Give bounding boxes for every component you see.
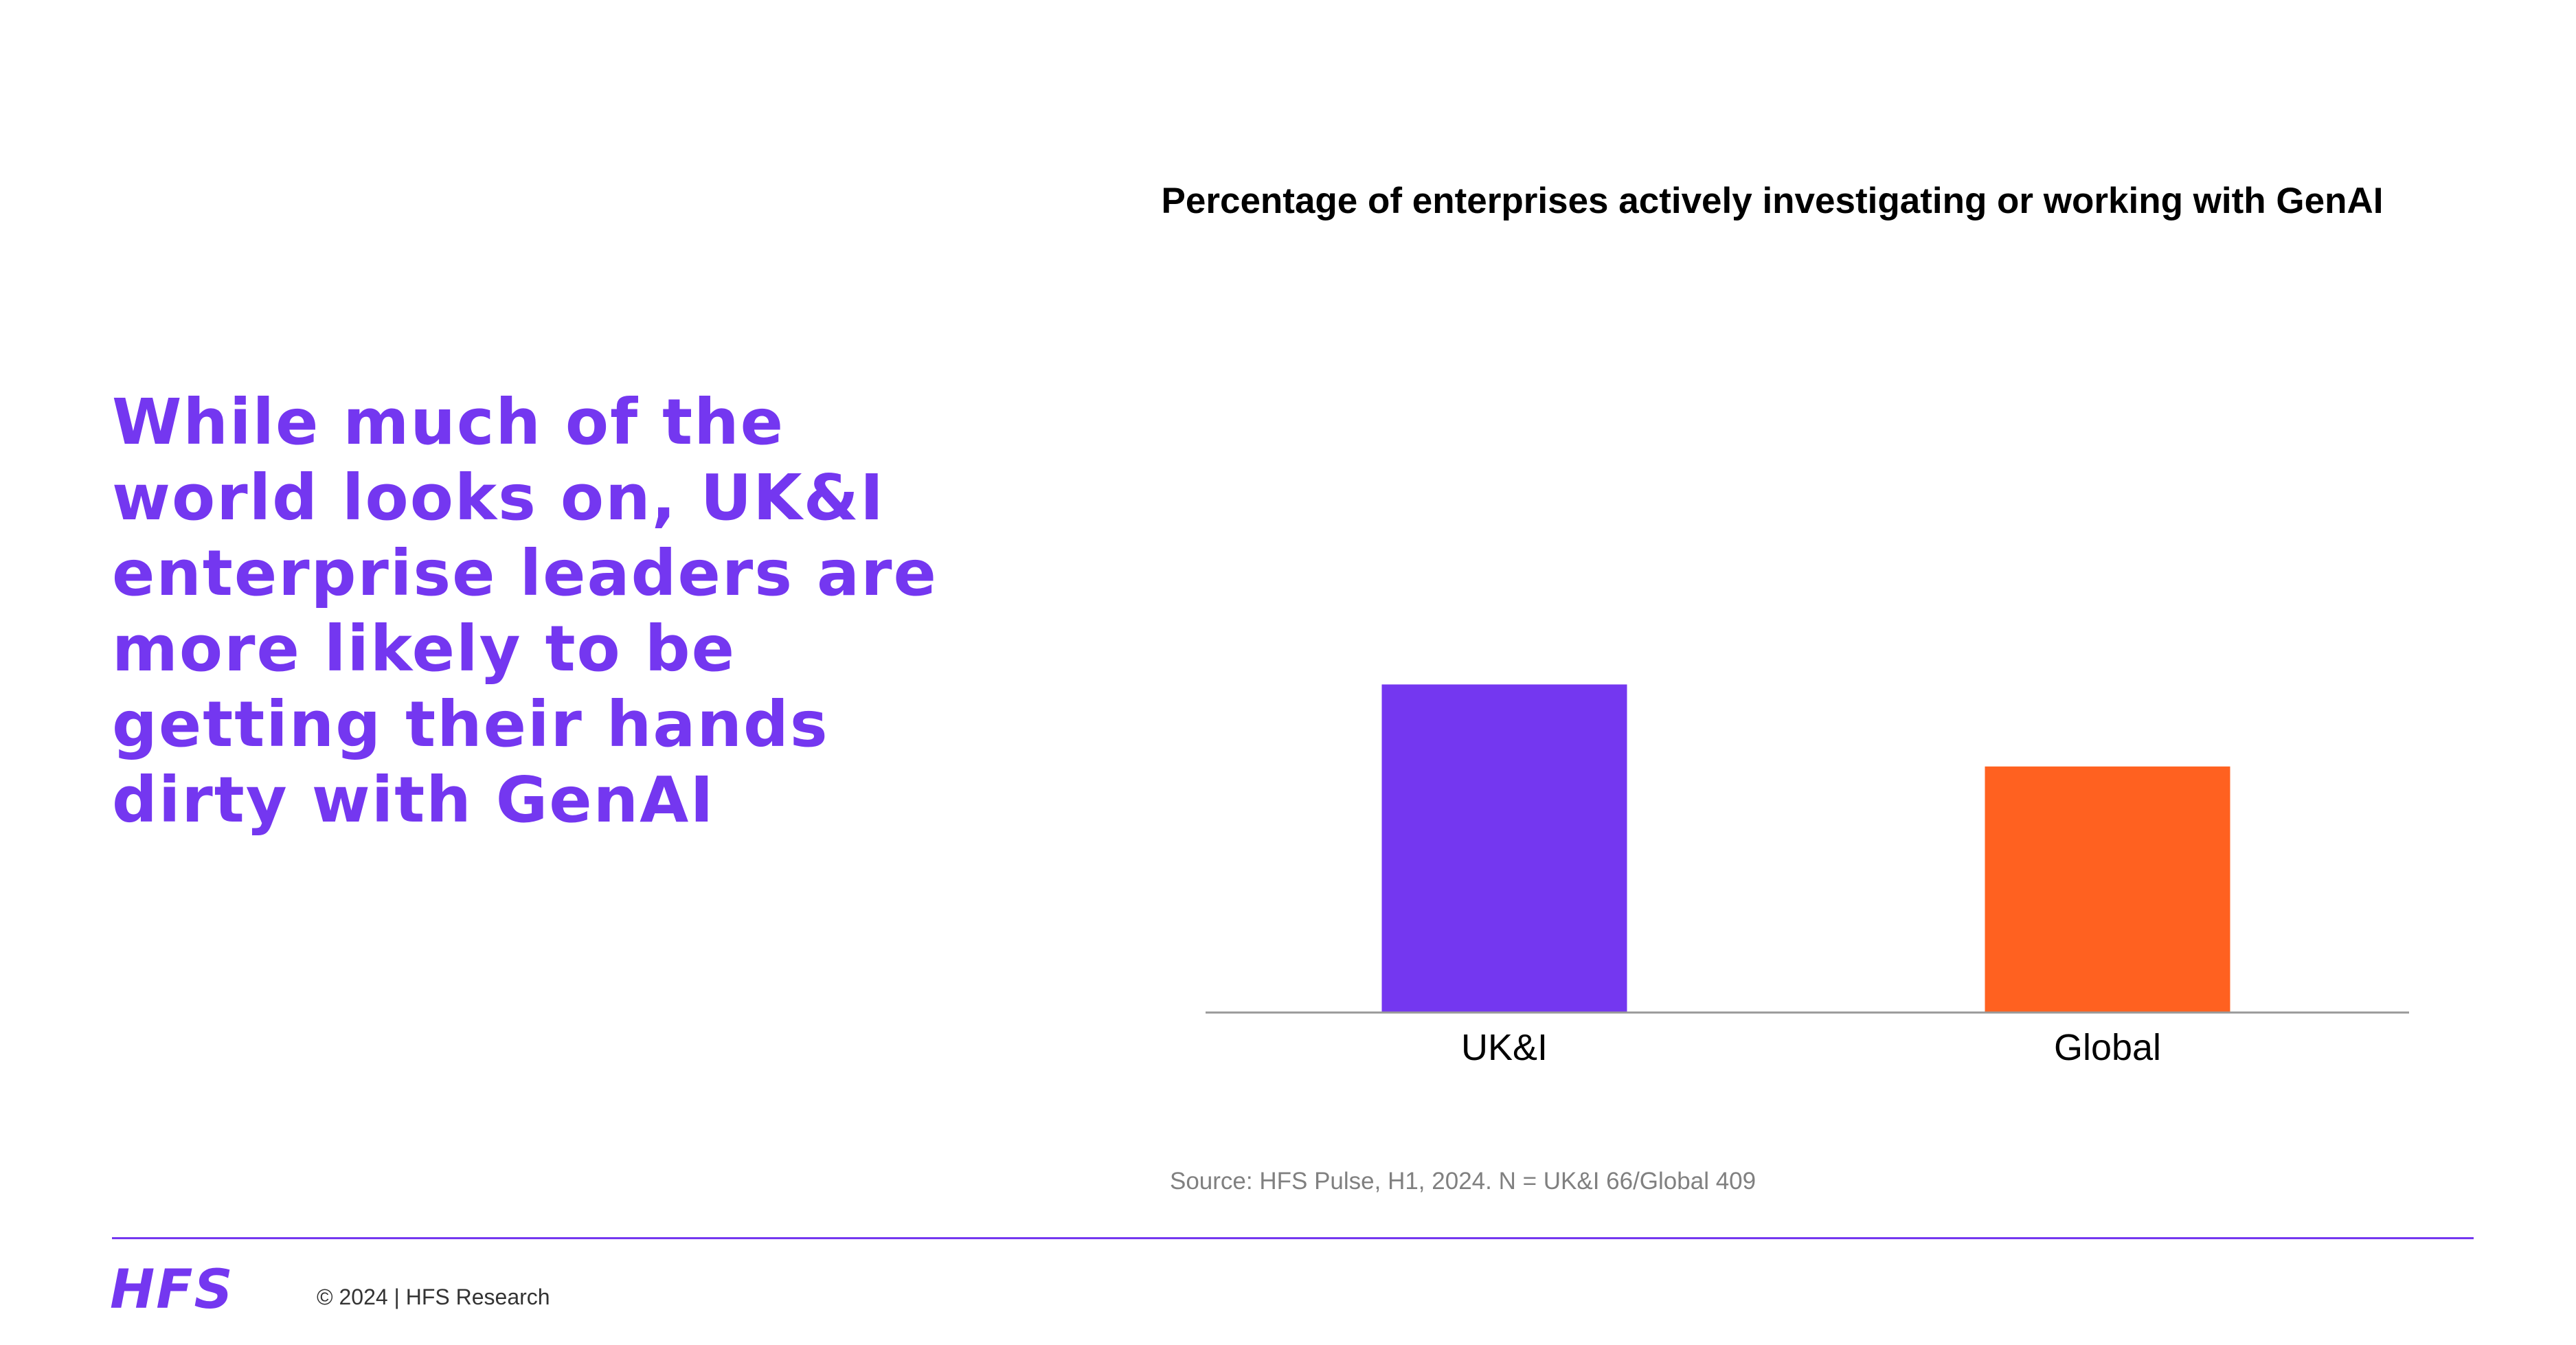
- slide-headline: While much of the world looks on, UK&I e…: [112, 385, 938, 837]
- hfs-logo: HFS: [110, 1259, 234, 1321]
- category-label: UK&I: [1461, 1027, 1548, 1068]
- chart-title: Percentage of enterprises actively inves…: [1161, 181, 2384, 221]
- copyright-text: © 2024 | HFS Research: [317, 1285, 550, 1309]
- footer-divider: [112, 1237, 2474, 1239]
- category-label: Global: [2054, 1027, 2161, 1068]
- bar-uk-i: [1381, 684, 1627, 1013]
- bar-global: [1985, 766, 2230, 1013]
- source-note: Source: HFS Pulse, H1, 2024. N = UK&I 66…: [1170, 1168, 1756, 1195]
- bar-chart: UK&I Global: [1206, 684, 2409, 1068]
